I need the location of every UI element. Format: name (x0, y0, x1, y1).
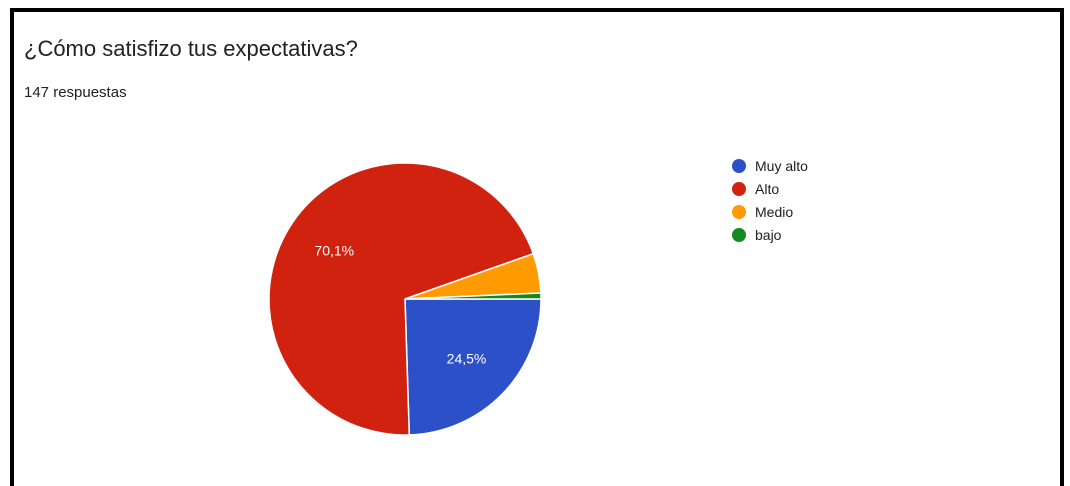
pie-slice-muy-alto (404, 298, 542, 436)
legend-swatch (732, 181, 746, 196)
legend-label: Alto (755, 180, 780, 197)
chart-legend: Muy alto Alto Medio bajo (732, 154, 932, 246)
pie-data-label: 70,1% (314, 243, 354, 259)
pie-slices (268, 162, 542, 436)
legend-item: bajo (732, 223, 932, 246)
legend-label: Muy alto (755, 157, 808, 174)
chart-title: ¿Cómo satisfizo tus expectativas? (24, 36, 358, 61)
pie-data-labels: 24,5% 70,1% (314, 243, 486, 367)
pie-data-label: 24,5% (447, 351, 487, 367)
legend-label: bajo (755, 226, 782, 243)
legend-item: Muy alto (732, 154, 932, 177)
pie-slice-alto (268, 162, 535, 436)
legend-swatch (732, 158, 746, 173)
chart-card (10, 8, 1064, 486)
legend-swatch (732, 204, 746, 219)
legend-label: Medio (755, 203, 794, 220)
legend-swatch (732, 227, 746, 242)
legend-item: Medio (732, 200, 932, 223)
legend-item: Alto (732, 177, 932, 200)
pie-slice-bajo (404, 292, 542, 300)
response-count: 147 respuestas (24, 84, 127, 101)
